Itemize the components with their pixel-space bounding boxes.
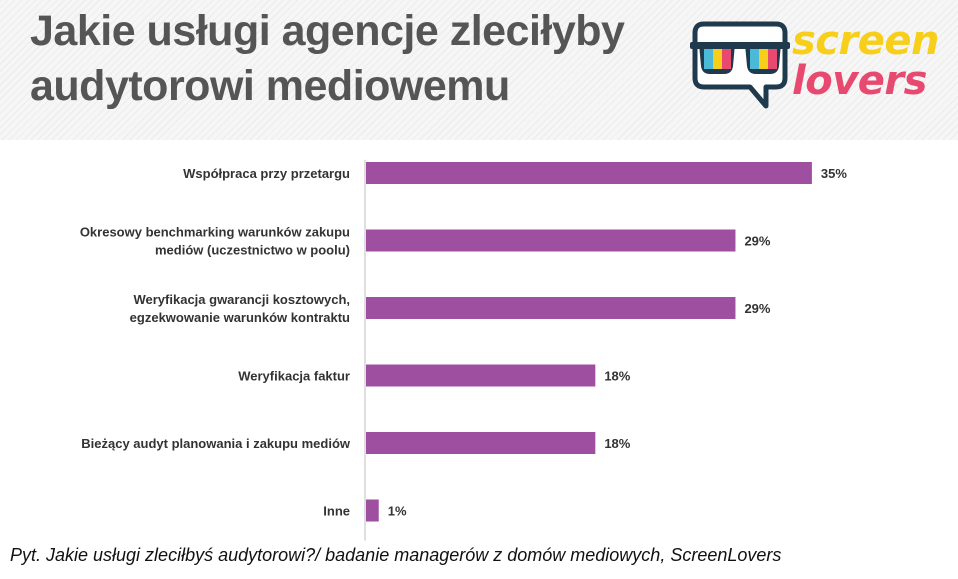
data-label: 18% xyxy=(604,436,630,451)
bar xyxy=(366,432,596,454)
category-label: Weryfikacja gwarancji kosztowych, xyxy=(133,292,350,307)
bar xyxy=(366,229,736,252)
data-label: 29% xyxy=(744,301,770,316)
data-label: 1% xyxy=(388,504,407,519)
data-label: 18% xyxy=(604,369,630,384)
title-line-1: Jakie usługi agencje zleciłyby xyxy=(30,7,625,55)
bar xyxy=(366,162,812,184)
logo-text-screen: screen xyxy=(792,18,939,64)
screenlovers-logo: screen lovers xyxy=(688,12,953,112)
footnote: Pyt. Jakie usługi zleciłbyś audytorowi?/… xyxy=(10,545,782,565)
category-label: Weryfikacja faktur xyxy=(238,369,350,384)
bar xyxy=(366,297,736,319)
bar xyxy=(366,364,596,387)
glasses-speech-bubble-icon xyxy=(690,21,790,109)
bar-chart: 35% Współpraca przy przetargu 29% Okresowy … xyxy=(80,160,847,541)
data-label: 29% xyxy=(744,234,770,249)
page-title: Jakie usługi agencje zleciłyby audytorow… xyxy=(30,4,680,114)
category-label: Współpraca przy przetargu xyxy=(183,166,350,181)
header-band: Jakie usługi agencje zleciłyby audytorow… xyxy=(0,0,958,140)
category-label: mediów (uczestnictwo w poolu) xyxy=(155,243,350,258)
logo-text-lovers: lovers xyxy=(792,58,927,104)
category-label: egzekwowanie warunków kontraktu xyxy=(130,310,350,325)
title-line-2: audytorowi mediowemu xyxy=(30,62,510,110)
category-label: Bieżący audyt planowania i zakupu mediów xyxy=(81,436,351,451)
category-label: Inne xyxy=(323,504,350,519)
bar xyxy=(366,499,379,522)
data-label: 35% xyxy=(821,166,847,181)
category-label: Okresowy benchmarking warunków zakupu xyxy=(80,225,350,240)
